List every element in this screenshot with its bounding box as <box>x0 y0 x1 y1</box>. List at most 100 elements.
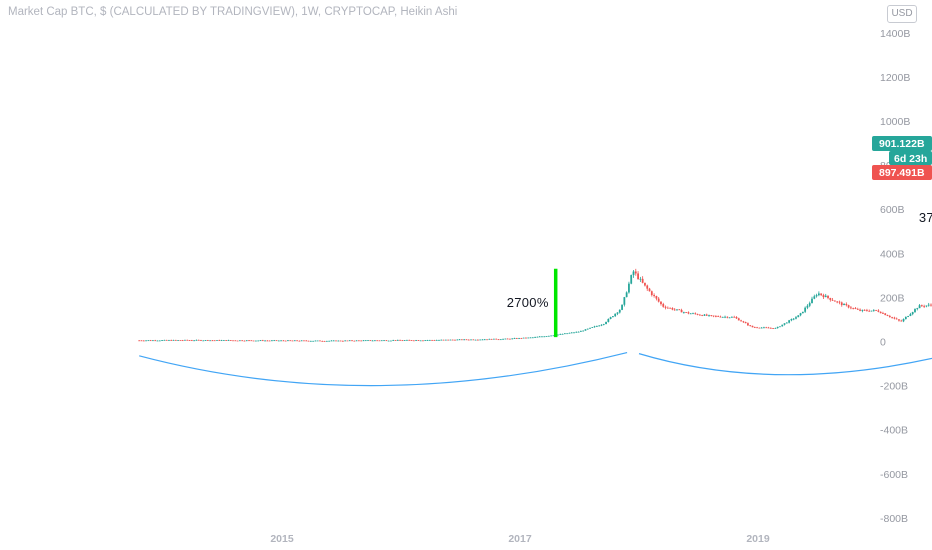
candle-body <box>156 340 159 342</box>
x-tick-label: 2019 <box>746 533 770 545</box>
candle-body <box>518 338 520 339</box>
countdown-text: 6d 23h <box>894 153 927 165</box>
candle-body <box>142 340 145 342</box>
candle-body <box>422 340 424 342</box>
candle-body <box>168 340 170 341</box>
candle-body <box>609 317 612 319</box>
candle-body <box>341 340 344 342</box>
candle-body <box>769 327 772 329</box>
percent-label: 2700% <box>507 295 549 310</box>
candle-body <box>291 340 294 342</box>
candle-body <box>344 340 347 342</box>
candle-body <box>479 339 482 341</box>
candle-body <box>403 340 406 341</box>
candle-body <box>181 340 184 342</box>
candle-body <box>314 340 317 342</box>
candle-body <box>767 327 770 329</box>
candle-body <box>145 340 147 342</box>
candle-body <box>257 340 260 342</box>
candle-body <box>158 340 161 342</box>
candle-body <box>234 340 237 342</box>
candle-body <box>733 316 736 318</box>
candle-body <box>634 271 637 274</box>
candle-body <box>742 321 745 323</box>
currency-button[interactable]: USD <box>887 5 917 23</box>
candle-body <box>856 308 859 310</box>
candle-body <box>923 305 926 307</box>
candle-body <box>284 340 287 342</box>
candle-body <box>266 340 269 342</box>
candle-body <box>879 311 882 314</box>
candle-body <box>248 340 250 342</box>
candle-body <box>488 338 491 340</box>
candle-body <box>298 340 301 342</box>
candle-body <box>433 340 436 341</box>
candle-body <box>312 340 315 342</box>
candle-body <box>332 340 335 342</box>
candle-body <box>833 300 836 302</box>
candle-body <box>458 339 461 341</box>
candle-body <box>584 329 587 331</box>
candle-body <box>861 309 864 311</box>
candle-body <box>598 325 601 327</box>
candle-body <box>728 317 731 319</box>
candle-body <box>859 309 861 311</box>
candle-body <box>719 316 722 318</box>
candle-body <box>378 340 381 342</box>
candle-body <box>209 340 212 342</box>
candle-body <box>412 340 415 342</box>
candle-body <box>337 340 340 342</box>
candle-body <box>300 340 303 342</box>
candle-body <box>664 306 667 308</box>
candle-body <box>225 340 228 341</box>
candle-body <box>868 310 871 312</box>
candle-body <box>282 340 285 342</box>
candle-body <box>451 339 454 341</box>
candle-body <box>900 320 903 322</box>
candle-body <box>289 340 292 342</box>
candle-body <box>362 340 365 342</box>
candle-body <box>559 334 562 335</box>
candle-body <box>193 340 196 342</box>
candle-body <box>831 299 834 301</box>
candle-body <box>781 324 784 327</box>
candle-body <box>875 310 877 311</box>
candle-body <box>538 336 541 338</box>
candle-body <box>303 340 305 342</box>
candle-body <box>765 327 768 329</box>
candle-body <box>747 323 749 326</box>
candle-body <box>893 317 896 319</box>
candle-body <box>621 304 623 310</box>
candle-body <box>854 308 857 309</box>
candle-body <box>756 327 758 329</box>
candle-body <box>829 297 832 300</box>
candle-body <box>174 339 177 341</box>
candle-body <box>369 340 372 342</box>
candle-body <box>637 273 639 280</box>
candle-body <box>506 338 509 340</box>
candle-body <box>431 339 434 341</box>
candle-body <box>698 314 701 316</box>
candle-body <box>914 309 916 313</box>
candle-body <box>925 305 928 307</box>
candle-body <box>660 301 662 305</box>
candle-body <box>785 322 788 324</box>
candle-body <box>676 309 678 311</box>
candle-body <box>708 315 710 317</box>
candle-body <box>161 340 163 341</box>
candle-body <box>177 340 180 341</box>
candle-body <box>399 339 401 341</box>
candle-body <box>351 340 353 342</box>
candle-body <box>163 339 166 341</box>
candle-body <box>644 282 646 286</box>
candle-body <box>454 339 456 341</box>
candle-body <box>236 340 239 342</box>
candle-body <box>618 309 621 313</box>
candle-body <box>641 278 644 283</box>
candle-body <box>222 340 225 341</box>
candle-body <box>195 339 198 341</box>
candle-body <box>241 340 244 342</box>
candle-body <box>513 338 516 339</box>
candle-body <box>882 313 884 314</box>
